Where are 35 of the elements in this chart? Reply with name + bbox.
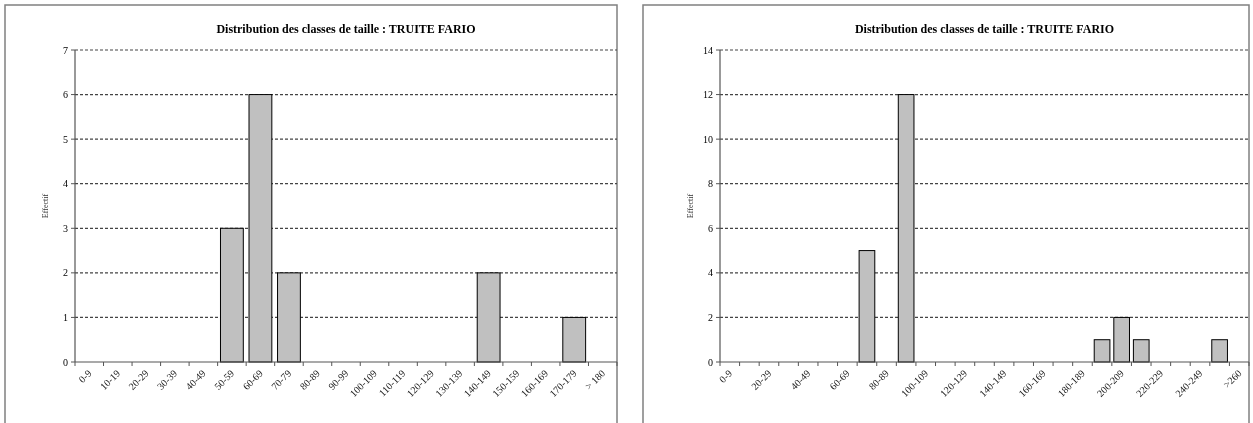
x-tick-label: 0-9 (76, 367, 94, 385)
bar (858, 250, 876, 363)
chart-title: Distribution des classes de taille : TRUITE FARIO (854, 22, 1115, 36)
x-tick-label: 0-9 (717, 367, 735, 385)
y-axis-title: Effectif (686, 193, 695, 219)
bar (219, 227, 244, 363)
y-tick-label: 14 (703, 44, 713, 56)
bar (897, 94, 915, 363)
y-axis-title: Effectif (41, 193, 50, 219)
y-tick-label: 0 (63, 356, 68, 368)
bar (1113, 316, 1130, 363)
y-tick-label: 6 (708, 222, 713, 234)
y-tick-label: 2 (708, 311, 713, 323)
y-tick-label: 12 (703, 89, 713, 101)
y-tick-label: 0 (708, 356, 713, 368)
x-tick-label: >260 (1221, 367, 1244, 391)
y-tick-label: 6 (63, 89, 68, 101)
bar (1132, 339, 1150, 363)
bar (476, 272, 501, 363)
y-tick-label: 5 (63, 133, 68, 145)
bar (1093, 339, 1111, 363)
y-tick-label: 3 (63, 222, 68, 234)
chart-title: Distribution des classes de taille : TRUITE FARIO (216, 22, 476, 36)
y-tick-label: 10 (703, 133, 713, 145)
x-tick-label: > 180 (583, 367, 608, 392)
y-tick-label: 4 (708, 267, 713, 279)
bar (562, 316, 587, 363)
bar (248, 94, 273, 363)
y-tick-label: 4 (63, 178, 68, 190)
bar (277, 272, 301, 363)
y-tick-label: 2 (63, 267, 68, 279)
y-tick-label: 7 (63, 44, 68, 56)
y-tick-label: 8 (708, 178, 713, 190)
bar (1211, 339, 1228, 363)
y-tick-label: 1 (63, 311, 68, 323)
